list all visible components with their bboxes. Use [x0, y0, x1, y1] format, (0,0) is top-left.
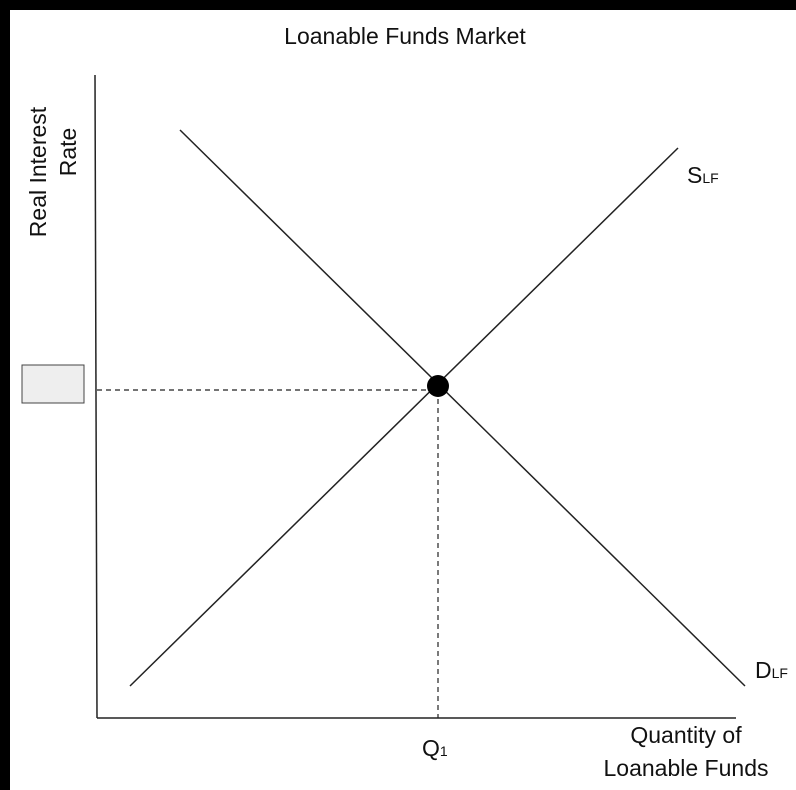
supply-subscript: LF	[702, 170, 718, 186]
answer-box[interactable]	[21, 364, 85, 404]
demand-label: DLF	[755, 657, 788, 683]
x-axis-label: Quantity of	[630, 722, 742, 748]
x-axis-label: Loanable Funds	[604, 755, 769, 781]
demand-subscript: LF	[772, 665, 788, 681]
y-axis	[94, 74, 98, 719]
demand-letter: D	[755, 657, 772, 683]
canvas	[10, 10, 796, 790]
y-axis-label: Real Interest	[25, 106, 51, 237]
quantity-letter: Q	[422, 735, 440, 761]
quantity-label: Q1	[422, 735, 448, 761]
demand-curve	[179, 129, 746, 687]
supply-curve	[129, 147, 679, 687]
title: Loanable Funds Market	[284, 23, 526, 49]
supply-label: SLF	[687, 162, 719, 188]
y-axis-label: Rate	[55, 128, 81, 177]
supply-letter: S	[687, 162, 702, 188]
quantity-subscript: 1	[440, 743, 448, 759]
equilibrium-point	[427, 375, 449, 397]
